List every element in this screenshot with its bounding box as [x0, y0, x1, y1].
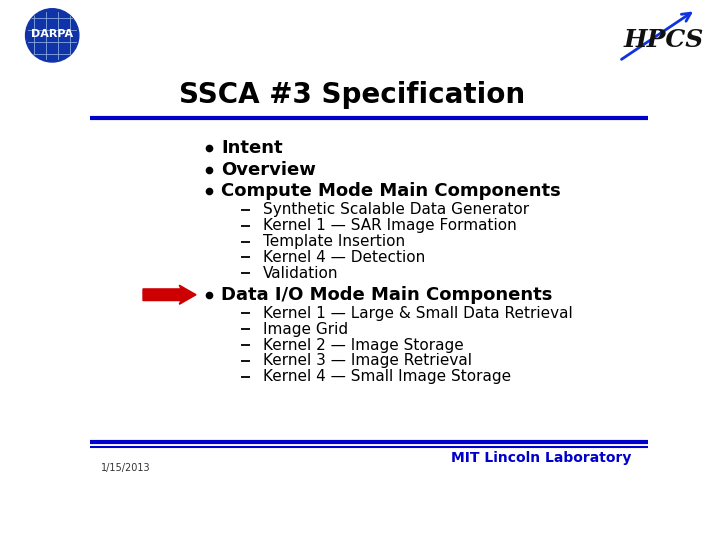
Text: Kernel 4 — Detection: Kernel 4 — Detection [263, 250, 426, 265]
Text: Overview: Overview [221, 160, 316, 179]
Text: Image Grid: Image Grid [263, 322, 348, 337]
Text: Compute Mode Main Components: Compute Mode Main Components [221, 182, 561, 200]
Text: MIT Lincoln Laboratory: MIT Lincoln Laboratory [451, 451, 631, 465]
Text: Kernel 2 — Image Storage: Kernel 2 — Image Storage [263, 338, 464, 353]
Circle shape [25, 9, 79, 62]
Text: DARPA: DARPA [31, 29, 73, 39]
Text: Kernel 1 — Large & Small Data Retrieval: Kernel 1 — Large & Small Data Retrieval [263, 306, 572, 321]
Text: Kernel 4 — Small Image Storage: Kernel 4 — Small Image Storage [263, 369, 511, 384]
Text: Data I/O Mode Main Components: Data I/O Mode Main Components [221, 286, 552, 303]
Text: Kernel 3 — Image Retrieval: Kernel 3 — Image Retrieval [263, 353, 472, 368]
Text: Validation: Validation [263, 266, 338, 281]
Text: SSCA #3 Specification: SSCA #3 Specification [179, 81, 526, 109]
Text: Synthetic Scalable Data Generator: Synthetic Scalable Data Generator [263, 202, 529, 218]
FancyArrow shape [143, 285, 196, 305]
Text: HPCS: HPCS [624, 28, 703, 52]
Text: 1/15/2013: 1/15/2013 [101, 463, 150, 473]
Text: Template Insertion: Template Insertion [263, 234, 405, 249]
Text: Kernel 1 — SAR Image Formation: Kernel 1 — SAR Image Formation [263, 218, 517, 233]
Text: Intent: Intent [221, 139, 283, 157]
